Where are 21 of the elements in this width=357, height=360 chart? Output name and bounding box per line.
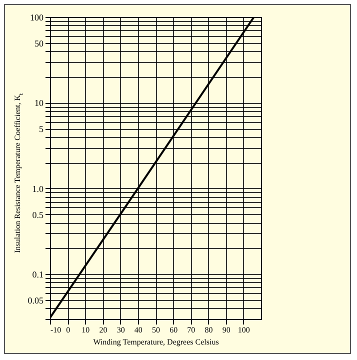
y-tick-label: 10	[34, 98, 44, 108]
x-tick-label: 100	[238, 326, 250, 334]
x-tick-label: 50	[152, 326, 160, 334]
x-tick-label: -10	[50, 326, 62, 334]
x-axis-title: Winding Temperature, Degrees Celsius	[93, 338, 219, 346]
y-tick-label: 5	[39, 124, 44, 134]
y-tick-label: 100	[30, 12, 44, 22]
x-tick-label: 80	[204, 326, 213, 334]
x-tick-label: 90	[222, 326, 230, 334]
y-tick-label: 0.05	[28, 295, 44, 306]
x-tick-label: 70	[187, 326, 196, 334]
x-tick-label: 20	[99, 326, 108, 334]
x-tick-label: 0	[66, 326, 70, 334]
x-tick-label: 10	[82, 326, 90, 334]
y-tick-label: 0.1	[32, 270, 44, 280]
x-tick-label: 30	[116, 326, 125, 334]
y-tick-label: 0.5	[32, 210, 44, 220]
y-tick-label: 1.0	[32, 184, 44, 194]
y-tick-label: 50	[34, 38, 44, 48]
x-tick-label: 60	[170, 326, 178, 334]
x-tick-label: 40	[134, 326, 142, 334]
